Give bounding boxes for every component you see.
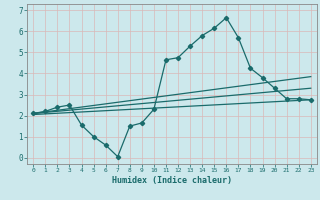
X-axis label: Humidex (Indice chaleur): Humidex (Indice chaleur) xyxy=(112,176,232,185)
